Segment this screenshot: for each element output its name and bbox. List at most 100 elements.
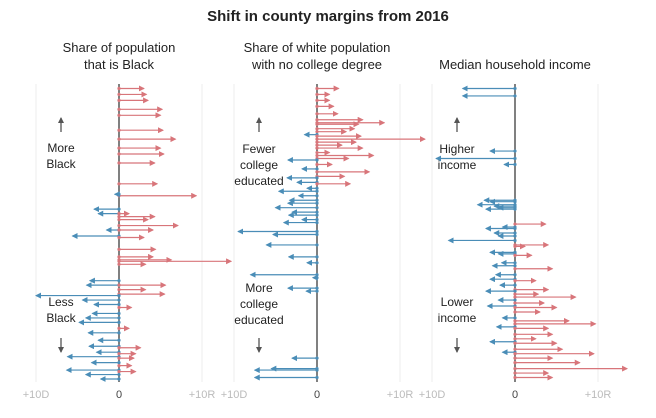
county-origin-dot (117, 288, 121, 292)
county-origin-dot (117, 212, 121, 216)
county-origin-dot (315, 176, 319, 180)
county-origin-dot (117, 192, 121, 196)
county-origin-dot (315, 206, 319, 210)
county-origin-dot (513, 279, 517, 283)
top-annotation: Higher (439, 142, 474, 156)
county-origin-dot (513, 322, 517, 326)
county-origin-dot (315, 137, 319, 141)
county-origin-dot (513, 295, 517, 299)
county-origin-dot (117, 215, 121, 219)
county-origin-dot (513, 332, 517, 336)
county-origin-dot (117, 113, 121, 117)
county-origin-dot (513, 156, 517, 161)
tick-label: +10D (419, 389, 446, 401)
county-origin-dot (117, 305, 121, 310)
county-origin-dot (117, 331, 121, 335)
county-origin-dot (513, 305, 517, 310)
county-origin-dot (513, 319, 517, 323)
county-origin-dot (513, 326, 517, 330)
county-origin-dot (117, 223, 121, 228)
county-origin-dot (117, 364, 121, 368)
bottom-annotation: More (245, 281, 273, 295)
county-origin-dot (315, 261, 319, 265)
county-origin-dot (513, 267, 517, 271)
county-origin-dot (513, 310, 517, 314)
county-origin-dot (315, 153, 319, 158)
county-origin-dot (513, 226, 517, 231)
top-annotation: Black (46, 157, 76, 171)
tick-label: 0 (512, 389, 518, 401)
county-origin-dot (117, 217, 121, 222)
county-origin-dot (315, 158, 319, 162)
county-origin-dot (315, 98, 319, 102)
county-origin-dot (513, 238, 517, 243)
panel-title-black: Share of population that is Black (34, 39, 204, 73)
county-origin-dot (315, 182, 319, 186)
county-origin-dot (513, 261, 517, 265)
county-origin-dot (117, 128, 121, 132)
county-origin-dot (513, 283, 517, 287)
county-origin-dot (117, 152, 121, 156)
county-origin-dot (513, 244, 517, 249)
county-origin-dot (513, 273, 517, 277)
county-origin-dot (315, 276, 319, 280)
county-origin-dot (315, 104, 319, 108)
county-origin-dot (513, 200, 517, 204)
county-origin-dot (315, 112, 319, 116)
bottom-annotation: Black (46, 311, 76, 325)
county-origin-dot (117, 146, 121, 150)
tick-label: +10R (189, 389, 216, 401)
panel-title-college: Share of white population with no colleg… (222, 39, 412, 73)
county-origin-dot (315, 92, 319, 97)
county-origin-dot (315, 213, 319, 217)
county-origin-dot (315, 232, 319, 237)
panel-title-college-text: Share of white population with no colleg… (243, 40, 391, 72)
county-origin-dot (315, 217, 319, 222)
county-origin-dot (315, 286, 319, 290)
county-origin-dot (513, 301, 517, 305)
county-origin-dot (315, 170, 319, 174)
county-origin-dot (117, 293, 121, 298)
county-origin-dot (315, 198, 319, 202)
tick-label: 0 (116, 389, 122, 401)
county-origin-dot (513, 86, 517, 91)
county-origin-dot (117, 283, 121, 287)
county-origin-dot (513, 316, 517, 320)
panel-title-black-text: Share of population that is Black (62, 40, 176, 72)
county-origin-dot (117, 228, 121, 232)
county-origin-dot (117, 235, 121, 240)
county-origin-dot (117, 356, 121, 360)
county-origin-dot (117, 247, 121, 251)
county-origin-dot (513, 337, 517, 341)
county-origin-dot (315, 143, 319, 147)
top-annotation: More (47, 141, 75, 155)
county-origin-dot (513, 231, 517, 235)
county-origin-dot (513, 371, 517, 375)
tick-label: +10D (221, 389, 248, 401)
tick-label: 0 (314, 389, 320, 401)
county-origin-dot (513, 149, 517, 153)
county-origin-dot (513, 361, 517, 365)
county-origin-dot (315, 220, 319, 225)
county-origin-dot (315, 150, 319, 155)
county-origin-dot (315, 375, 319, 380)
county-origin-dot (315, 118, 319, 122)
county-origin-dot (117, 316, 121, 320)
county-origin-dot (513, 222, 517, 226)
county-origin-dot (315, 86, 319, 91)
county-origin-dot (315, 210, 319, 214)
county-origin-dot (315, 356, 319, 360)
county-origin-dot (513, 162, 517, 167)
county-origin-dot (117, 92, 121, 97)
county-origin-dot (117, 369, 121, 374)
county-origin-dot (315, 189, 319, 193)
tick-label: +10D (23, 389, 50, 401)
county-origin-dot (315, 255, 319, 259)
county-origin-dot (513, 298, 517, 302)
county-origin-dot (117, 326, 121, 330)
panel-title-income: Median household income (425, 56, 605, 73)
county-origin-dot (117, 377, 121, 381)
county-origin-dot (315, 243, 319, 247)
bottom-annotation: Less (48, 295, 73, 309)
